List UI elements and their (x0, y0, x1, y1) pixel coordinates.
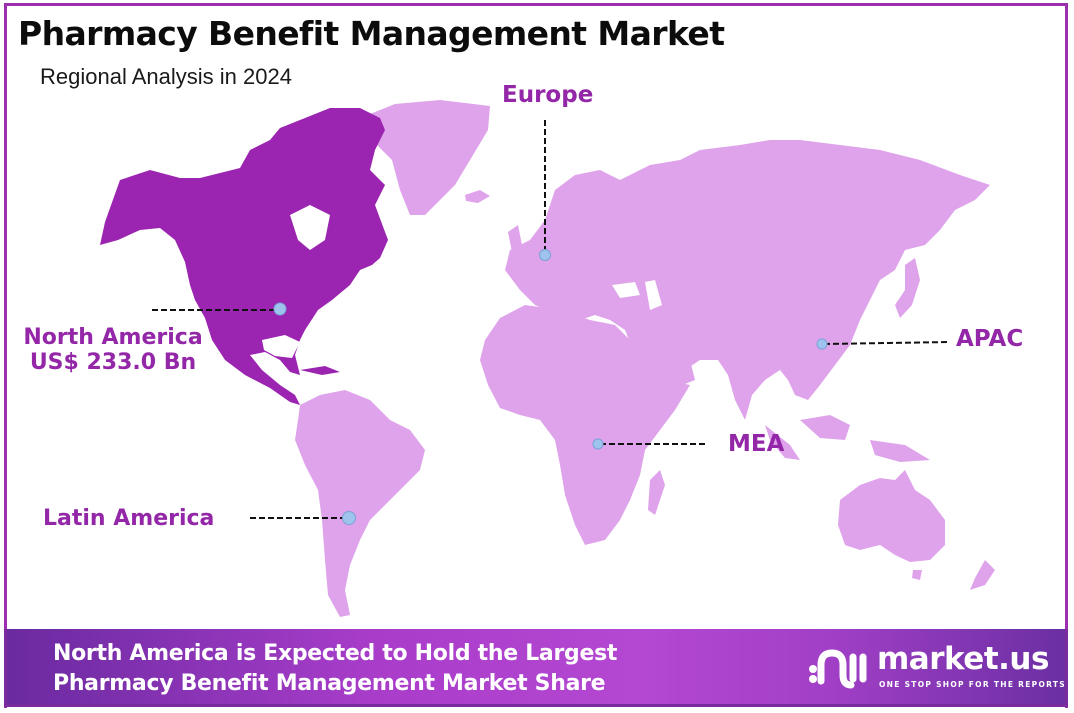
region-new-guinea (870, 440, 930, 462)
world-map (100, 100, 995, 617)
region-latin-america[interactable] (295, 390, 425, 617)
region-arabia (625, 330, 695, 390)
footer-line-2: Pharmacy Benefit Management Market Share (53, 671, 606, 696)
label-europe: Europe (502, 82, 594, 108)
region-australia[interactable] (838, 470, 945, 562)
market-us-logo[interactable]: market.us ONE STOP SHOP FOR THE REPORTS (807, 641, 1065, 693)
hudson-bay (290, 205, 330, 250)
region-eurasia[interactable] (505, 140, 990, 420)
region-north-america[interactable] (100, 108, 388, 405)
label-north-america-value: US$ 233.0 Bn (29, 350, 197, 376)
marker-latin-america[interactable] (342, 511, 356, 525)
label-mea: MEA (728, 431, 785, 457)
label-apac: APAC (956, 326, 1024, 352)
leader-line-apac (823, 341, 951, 345)
region-borneo (800, 415, 850, 440)
region-caribbean (300, 366, 340, 375)
caspian-sea (645, 280, 662, 310)
region-tasmania (912, 570, 922, 580)
marker-europe[interactable] (539, 249, 551, 261)
market-us-logo-icon (809, 649, 867, 689)
logo-wordmark: market.us (877, 641, 1049, 677)
region-new-zealand (970, 560, 995, 590)
logo-tagline: ONE STOP SHOP FOR THE REPORTS (879, 680, 1066, 689)
marker-mea[interactable] (592, 438, 604, 450)
region-japan (895, 258, 920, 318)
region-sumatra (765, 425, 800, 460)
region-scandinavia (540, 185, 595, 255)
page-subtitle: Regional Analysis in 2024 (40, 64, 292, 89)
marker-north-america[interactable] (273, 302, 287, 316)
region-madagascar (648, 470, 665, 515)
region-uk (508, 225, 522, 252)
label-north-america-name: North America (23, 325, 203, 350)
marker-apac[interactable] (816, 338, 828, 350)
footer-line-1: North America is Expected to Hold the La… (53, 641, 618, 666)
region-mea[interactable] (480, 305, 690, 545)
footer-banner: North America is Expected to Hold the La… (4, 629, 1068, 707)
region-greenland (360, 100, 490, 215)
region-iceland (465, 190, 490, 203)
gulf-of-mexico (262, 335, 300, 358)
page-title: Pharmacy Benefit Management Market (18, 14, 725, 53)
label-latin-america: Latin America (43, 506, 215, 531)
label-north-america: North America US$ 233.0 Bn (18, 325, 208, 376)
black-sea (612, 282, 640, 298)
footer-caption: North America is Expected to Hold the La… (53, 639, 617, 699)
